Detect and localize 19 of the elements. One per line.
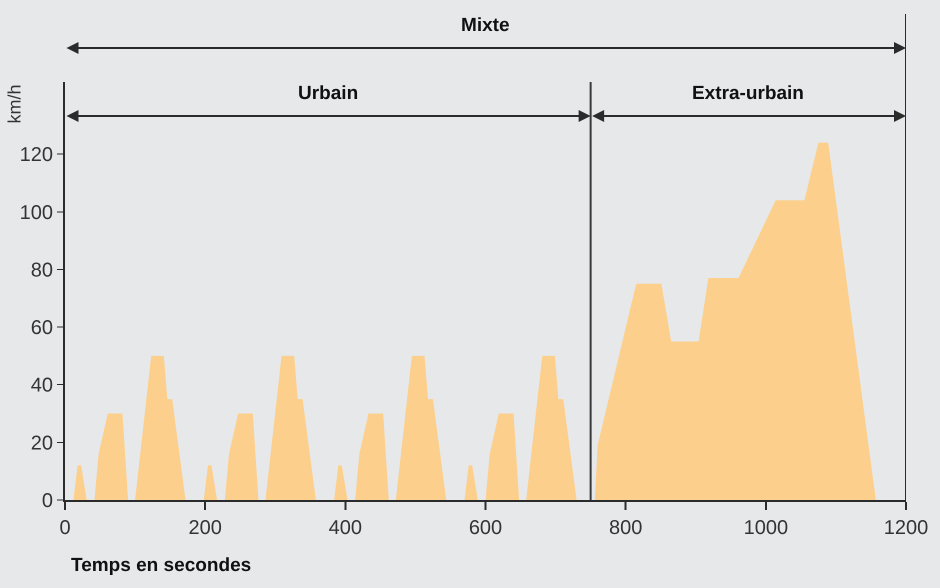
y-tick-label: 0 bbox=[42, 490, 53, 512]
x-tick-label: 400 bbox=[328, 517, 362, 539]
y-tick-label: 80 bbox=[30, 259, 53, 282]
x-tick-label: 1200 bbox=[884, 517, 928, 539]
annotation: Urbain bbox=[298, 83, 358, 104]
y-axis-title: km/h bbox=[4, 84, 24, 124]
y-tick-label: 120 bbox=[20, 144, 53, 166]
annotation: Extra-urbain bbox=[692, 83, 804, 104]
x-tick-label: 200 bbox=[188, 517, 222, 539]
x-axis-title: Temps en secondes bbox=[71, 555, 252, 576]
y-tick-label: 20 bbox=[30, 432, 53, 454]
y-tick-label: 100 bbox=[20, 202, 53, 224]
x-tick-label: 1000 bbox=[744, 517, 788, 539]
y-tick-label: 40 bbox=[30, 374, 53, 397]
text: Mixte bbox=[461, 15, 510, 36]
y-tick-label: 60 bbox=[30, 317, 53, 340]
x-tick-label: 800 bbox=[608, 517, 642, 539]
x-tick-label: 600 bbox=[468, 517, 502, 539]
x-tick-label: 0 bbox=[59, 517, 71, 539]
